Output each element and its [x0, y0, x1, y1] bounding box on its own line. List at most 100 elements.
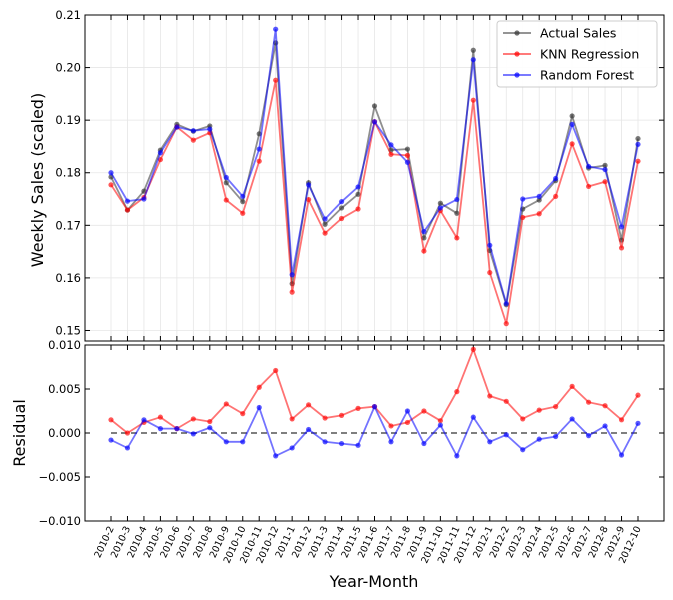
data-point	[207, 425, 213, 431]
data-point	[388, 142, 394, 148]
legend-box	[496, 20, 658, 88]
bottom-y-tick-label: 0.010	[48, 338, 81, 352]
data-point	[355, 184, 361, 190]
data-point	[289, 289, 295, 295]
data-point	[487, 393, 493, 399]
data-point	[585, 163, 592, 170]
data-point	[602, 179, 608, 185]
data-point	[536, 197, 542, 203]
top-y-axis-label: Weekly Sales (scaled)	[28, 93, 47, 267]
data-point	[454, 210, 460, 216]
data-point	[338, 412, 345, 418]
legend-label: Actual Sales	[540, 26, 616, 41]
data-point	[223, 439, 229, 445]
data-point	[618, 224, 625, 230]
data-point	[470, 57, 476, 63]
data-point	[503, 432, 509, 438]
data-point	[256, 146, 262, 152]
data-point	[602, 162, 608, 168]
data-point	[256, 404, 262, 411]
data-point	[520, 196, 526, 202]
top-y-tick-label: 0.20	[55, 61, 81, 75]
data-point	[240, 411, 246, 417]
data-point	[553, 433, 559, 440]
bottom-y-axis-label: Residual	[10, 399, 29, 467]
data-point	[322, 415, 328, 421]
data-point	[157, 426, 164, 432]
data-point	[273, 77, 279, 83]
data-point	[553, 193, 559, 200]
data-point	[223, 180, 229, 186]
data-point	[289, 445, 295, 451]
data-point	[207, 418, 213, 425]
data-point	[141, 196, 147, 202]
data-point	[371, 103, 378, 109]
data-point	[421, 248, 427, 254]
data-point	[240, 439, 246, 445]
legend-marker	[514, 72, 520, 78]
data-point	[338, 215, 345, 222]
data-point	[322, 230, 328, 236]
bottom-y-tick-label: −0.010	[38, 514, 81, 528]
data-point	[585, 433, 592, 439]
data-point	[371, 119, 378, 125]
top-y-tick-label: 0.17	[55, 218, 81, 232]
data-point	[520, 447, 526, 453]
data-point	[487, 242, 493, 248]
data-point	[124, 207, 131, 213]
data-point	[536, 193, 542, 200]
data-point	[141, 417, 147, 423]
legend-label: Random Forest	[540, 68, 634, 83]
top-y-tick-label: 0.18	[55, 166, 81, 180]
data-point	[454, 389, 460, 395]
data-point	[355, 442, 361, 448]
data-point	[355, 206, 361, 212]
data-point	[602, 423, 608, 429]
data-point	[404, 152, 411, 158]
bottom-panel: −0.010 −0.005 0.000 0.005 0.010	[38, 338, 665, 528]
series-random-forest	[108, 26, 641, 307]
data-point	[536, 211, 542, 217]
data-point	[536, 407, 542, 413]
data-point	[569, 141, 575, 147]
data-point	[273, 367, 279, 374]
data-point	[240, 199, 246, 205]
data-point	[223, 401, 229, 407]
data-point	[388, 423, 394, 429]
data-point	[289, 416, 295, 422]
data-point	[602, 166, 608, 173]
data-point	[487, 439, 493, 445]
data-point	[585, 183, 592, 190]
legend-marker	[514, 51, 520, 57]
data-point	[355, 405, 361, 411]
data-point	[437, 422, 443, 428]
data-point	[503, 321, 509, 327]
data-point	[174, 124, 180, 130]
data-point	[124, 445, 131, 451]
data-point	[322, 221, 328, 227]
data-point	[569, 383, 575, 389]
data-point	[223, 174, 229, 181]
data-point	[454, 235, 460, 241]
data-point	[569, 416, 575, 422]
x-axis-label: Year-Month	[329, 572, 419, 591]
data-point	[124, 430, 131, 436]
data-point	[404, 419, 411, 426]
data-point	[618, 417, 625, 423]
data-point	[388, 439, 394, 445]
legend-item: KNN Regression	[503, 47, 639, 62]
data-point	[338, 440, 345, 447]
top-y-tick-label: 0.16	[55, 271, 81, 285]
bottom-y-tick-label: 0.005	[48, 382, 81, 396]
top-plot-frame	[84, 14, 665, 342]
bottom-y-tick-label: 0.000	[48, 426, 81, 440]
data-point	[536, 436, 542, 442]
data-point	[108, 170, 114, 176]
data-point	[371, 404, 378, 410]
data-point	[635, 135, 641, 142]
bottom-y-tick-label: −0.005	[38, 470, 81, 484]
data-point	[306, 402, 312, 408]
data-point	[190, 431, 196, 437]
data-point	[404, 159, 411, 165]
